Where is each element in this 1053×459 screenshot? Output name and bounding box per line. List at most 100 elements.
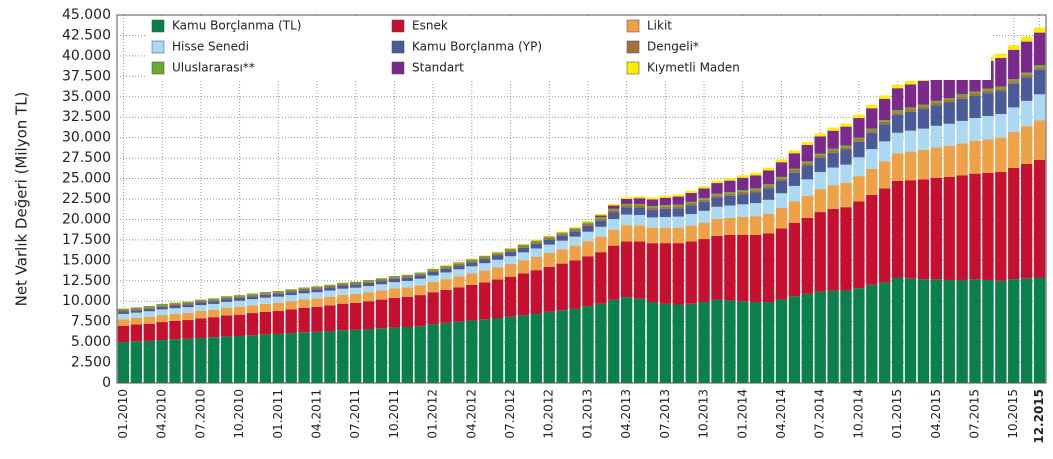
bar-segment xyxy=(504,316,517,383)
bar-segment xyxy=(827,148,839,151)
bar-segment xyxy=(324,296,336,306)
bar-segment xyxy=(891,88,904,111)
y-tick-label: 32.500 xyxy=(62,109,111,125)
bar-segment xyxy=(298,332,310,383)
bar-segment xyxy=(982,90,994,94)
bar-segment xyxy=(853,137,865,140)
bar-segment xyxy=(982,172,994,280)
bar-segment xyxy=(479,319,491,383)
bar-segment xyxy=(311,292,323,299)
bar-segment xyxy=(595,215,607,217)
bar-segment xyxy=(466,260,478,263)
bar-segment xyxy=(375,281,388,285)
bar-segment xyxy=(466,320,478,383)
bar-segment xyxy=(169,320,181,340)
bar-segment xyxy=(879,124,891,142)
bar-segment xyxy=(259,293,272,295)
bar-segment xyxy=(517,247,530,253)
bar-segment xyxy=(337,285,349,289)
bar-segment xyxy=(840,182,852,208)
bar-segment xyxy=(943,100,955,103)
bar-segment xyxy=(350,281,362,283)
bar-segment xyxy=(182,301,194,303)
bar-segment xyxy=(285,301,297,310)
bar-segment xyxy=(311,287,323,290)
x-tick-label: 10.2014 xyxy=(851,389,865,439)
bar-segment xyxy=(620,199,633,204)
bar-segment xyxy=(866,128,878,131)
bar-segment xyxy=(582,241,594,257)
bar-segment xyxy=(827,185,839,209)
bar-segment xyxy=(324,284,336,286)
bar-segment xyxy=(969,118,981,141)
bar-segment xyxy=(904,278,917,383)
bar-segment xyxy=(879,282,891,383)
bar-segment xyxy=(711,235,723,300)
bar-segment xyxy=(1020,41,1033,73)
bar-segment xyxy=(969,173,981,280)
bar-segment xyxy=(453,287,465,322)
bar-segment xyxy=(466,259,478,261)
bar-segment xyxy=(182,302,194,305)
bar-segment xyxy=(737,175,749,178)
bar-segment xyxy=(272,291,284,293)
bar-segment xyxy=(827,290,839,383)
bar-segment xyxy=(569,231,581,237)
bar-segment xyxy=(582,225,594,232)
bar-segment xyxy=(659,206,672,209)
bar-segment xyxy=(866,104,878,109)
bar-segment xyxy=(891,132,904,154)
bar-segment xyxy=(762,302,775,383)
bar-segment xyxy=(943,98,955,101)
bar-segment xyxy=(853,288,865,383)
bar-segment xyxy=(982,115,994,140)
bar-segment xyxy=(646,209,659,218)
bar-segment xyxy=(530,241,543,244)
bar-segment xyxy=(517,273,530,316)
bar-segment xyxy=(879,121,891,125)
bar-segment xyxy=(595,303,607,383)
bar-segment xyxy=(530,239,543,241)
bar-segment xyxy=(1033,32,1046,66)
bar-segment xyxy=(917,128,930,150)
bar-segment xyxy=(362,282,375,287)
bar-segment xyxy=(350,287,362,294)
bar-segment xyxy=(504,251,517,257)
bar-segment xyxy=(401,280,413,288)
bar-segment xyxy=(620,205,633,208)
bar-segment xyxy=(620,197,633,199)
bar-segment xyxy=(569,228,581,230)
x-tick-label: 07.2015 xyxy=(968,389,982,439)
bar-segment xyxy=(930,279,943,383)
bar-segment xyxy=(685,201,697,204)
legend-swatch xyxy=(626,40,640,54)
bar-segment xyxy=(633,225,646,242)
bar-segment xyxy=(891,110,904,113)
bar-segment xyxy=(388,277,401,279)
bar-segment xyxy=(775,228,788,300)
y-tick-label: 35.000 xyxy=(62,89,111,105)
legend-label: Kamu Borçlanma (YP) xyxy=(412,40,542,54)
bar-segment xyxy=(491,251,504,253)
bar-segment xyxy=(259,291,272,294)
bar-segment xyxy=(440,265,452,268)
bar-segment xyxy=(904,130,917,152)
bar-segment xyxy=(259,303,272,312)
bar-segment xyxy=(930,105,943,126)
bar-segment xyxy=(233,296,246,299)
y-tick-label: 25.000 xyxy=(62,171,111,187)
bar-segment xyxy=(698,239,710,303)
x-tick-label: 10.2010 xyxy=(232,389,246,439)
bar-segment xyxy=(569,236,581,246)
bar-segment xyxy=(117,325,130,343)
bar-segment xyxy=(879,95,891,99)
bar-segment xyxy=(453,262,465,264)
bar-segment xyxy=(775,299,788,383)
bar-segment xyxy=(491,279,504,318)
bar-segment xyxy=(750,190,762,193)
bar-segment xyxy=(917,149,930,180)
bar-segment xyxy=(659,227,672,244)
bar-segment xyxy=(853,118,865,138)
bar-segment xyxy=(750,175,762,189)
bar-segment xyxy=(608,205,620,209)
